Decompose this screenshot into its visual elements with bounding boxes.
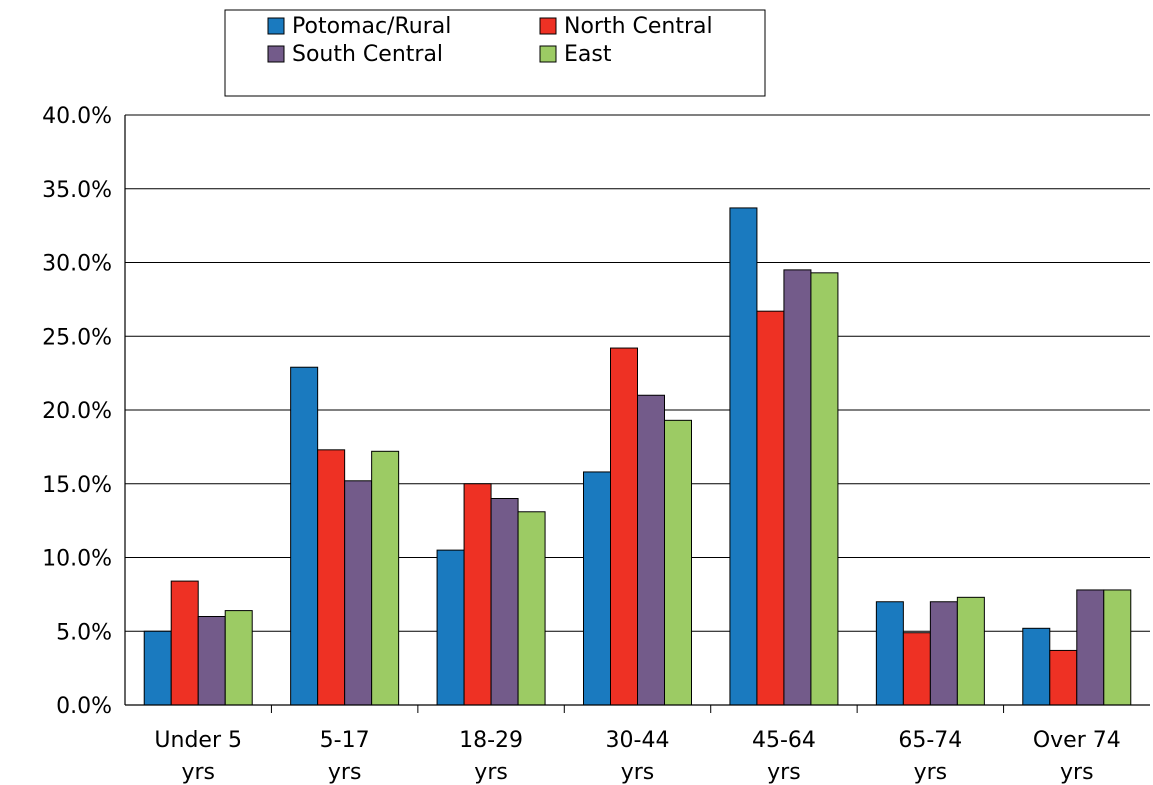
bars <box>143 207 1132 706</box>
x-tick-label: 30-44 <box>606 728 670 753</box>
bar <box>290 366 319 706</box>
axes: 0.0% 5.0% 10.0% 15.0% 20.0% 25.0% 30.0% 35.0% 40… <box>42 104 1150 785</box>
bar <box>583 471 611 706</box>
legend-label: North Central <box>564 14 713 39</box>
x-tick-label: 65-74 <box>898 728 962 753</box>
x-tick-label: Under 5 <box>154 728 242 753</box>
x-tick-label: 18-29 <box>459 728 523 753</box>
x-tick-label: 45-64 <box>752 728 816 753</box>
legend-box <box>224 9 766 97</box>
y-tick-label: 0.0% <box>56 694 112 719</box>
bar <box>463 483 492 706</box>
x-tick-label-line2: yrs <box>328 760 362 785</box>
bar <box>664 419 692 706</box>
bar <box>224 610 253 706</box>
bar <box>902 632 931 706</box>
y-tick-label: 10.0% <box>42 547 112 572</box>
bar <box>729 207 758 706</box>
legend-label: East <box>564 42 612 67</box>
y-tick-label: 15.0% <box>42 473 112 498</box>
bar <box>610 347 638 706</box>
bar <box>1022 627 1051 706</box>
x-tick-label: 5-17 <box>320 728 370 753</box>
y-tick-label: 25.0% <box>42 325 112 350</box>
bar <box>344 480 373 706</box>
x-tick-label-line2: yrs <box>1060 760 1094 785</box>
bar <box>1076 589 1105 706</box>
bar <box>756 310 785 706</box>
y-tick-label: 20.0% <box>42 399 112 424</box>
y-tick-label: 35.0% <box>42 178 112 203</box>
y-tick-label: 30.0% <box>42 252 112 277</box>
bar <box>517 511 546 706</box>
y-tick-label: 5.0% <box>56 620 112 645</box>
x-tick-label: Over 74 <box>1033 728 1121 753</box>
bar <box>490 498 519 706</box>
bar <box>143 630 172 706</box>
legend-swatch <box>267 45 285 63</box>
x-tick-label-line2: yrs <box>767 760 801 785</box>
x-tick-label-line2: yrs <box>914 760 948 785</box>
bar <box>170 580 199 706</box>
legend: Potomac/Rural North Central South Central E… <box>224 9 766 97</box>
bar <box>371 450 400 706</box>
legend-label: Potomac/Rural <box>292 14 451 39</box>
bar <box>317 449 346 706</box>
bar <box>637 394 665 706</box>
bar <box>1049 649 1078 706</box>
legend-swatch <box>539 45 557 63</box>
x-tick-label-line2: yrs <box>181 760 215 785</box>
bar <box>783 269 812 706</box>
bar <box>1103 589 1132 706</box>
bar <box>436 549 465 706</box>
y-tick-label: 40.0% <box>42 104 112 129</box>
bar <box>929 601 958 706</box>
x-tick-label-line2: yrs <box>621 760 655 785</box>
bar <box>956 596 985 706</box>
x-tick-label-line2: yrs <box>474 760 508 785</box>
legend-label: South Central <box>292 42 443 67</box>
bar <box>197 616 226 706</box>
bar <box>875 601 904 706</box>
legend-swatch <box>539 17 557 35</box>
bar <box>810 272 839 706</box>
legend-swatch <box>267 17 285 35</box>
